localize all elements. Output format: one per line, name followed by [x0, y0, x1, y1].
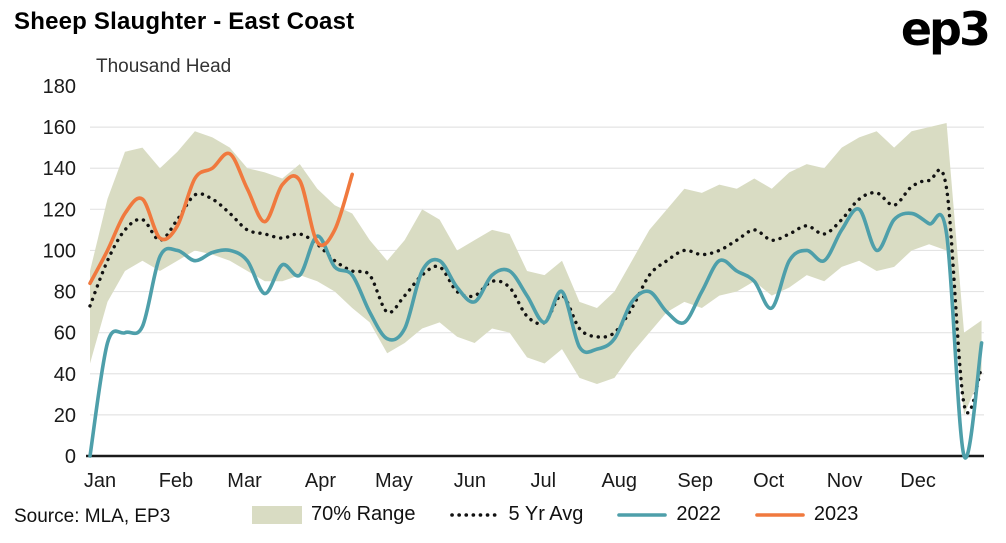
x-tick-label: Dec — [900, 470, 936, 492]
y-tick-label: 140 — [43, 158, 76, 180]
x-tick-label: May — [375, 470, 413, 492]
x-tick-label: Feb — [159, 470, 193, 492]
ep3-logo: ep3 — [900, 2, 991, 56]
y-tick-label: 180 — [43, 76, 76, 98]
x-tick-label: Oct — [753, 470, 785, 492]
y-tick-label: 80 — [54, 282, 76, 304]
x-axis-labels: Jan Feb Mar Apr May Jun Jul Aug Sep Oct Nov Dec — [84, 470, 936, 492]
y-tick-label: 100 — [43, 240, 76, 262]
band-swatch — [252, 505, 302, 524]
x-tick-label: Jul — [531, 470, 557, 492]
y-tick-label: 120 — [43, 199, 76, 221]
y-axis-unit-label: Thousand Head — [96, 56, 232, 77]
legend-item-2023: 2023 — [755, 503, 859, 526]
y-tick-label: 160 — [43, 117, 76, 139]
source-note: Source: MLA, EP3 — [14, 506, 171, 527]
x-tick-label: Apr — [305, 470, 336, 492]
band-70pct-range — [90, 123, 982, 415]
line-swatch — [617, 512, 668, 517]
x-tick-label: Sep — [677, 470, 713, 492]
legend-item-5-yr-avg: 5 Yr Avg — [449, 503, 584, 526]
legend-label: 5 Yr Avg — [508, 503, 584, 525]
x-tick-label: Jan — [84, 470, 116, 492]
legend-item-70-range: 70% Range — [252, 503, 416, 526]
line-2023 — [88, 151, 354, 286]
line-swatch — [755, 512, 805, 517]
x-tick-label: Mar — [227, 470, 262, 492]
y-tick-label: 20 — [54, 405, 76, 427]
dotted-line-swatch — [449, 512, 500, 517]
y-tick-label: 0 — [65, 446, 76, 468]
y-tick-label: 40 — [54, 364, 76, 386]
x-tick-label: Jun — [454, 470, 486, 492]
legend: 70% Range 5 Yr Avg 2022 2023 — [252, 503, 858, 526]
y-tick-label: 60 — [54, 323, 76, 345]
legend-label: 70% Range — [311, 503, 416, 525]
legend-label: 2022 — [676, 503, 721, 525]
y-axis-labels: 0 20 40 60 80 100 120 140 160 180 — [43, 76, 76, 468]
x-tick-label: Nov — [827, 470, 863, 492]
chart-title: Sheep Slaughter - East Coast — [14, 8, 355, 35]
line-2022 — [88, 207, 984, 460]
legend-item-2022: 2022 — [617, 503, 721, 526]
x-tick-label: Aug — [601, 470, 637, 492]
legend-label: 2023 — [813, 503, 859, 525]
